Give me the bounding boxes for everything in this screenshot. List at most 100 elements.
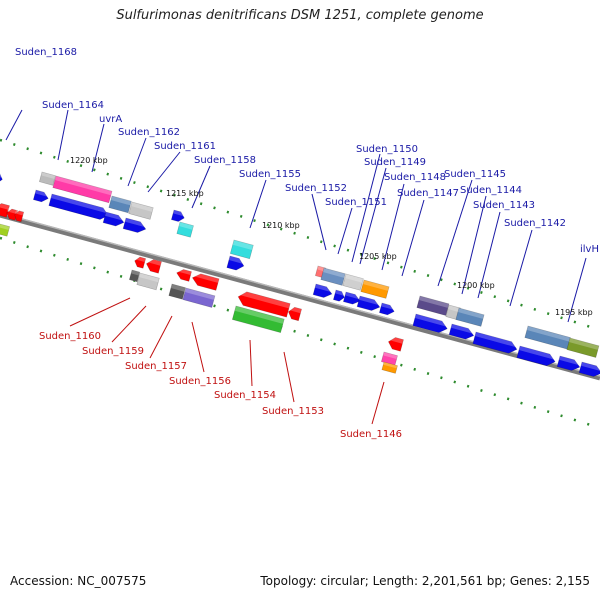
forward-gene-9[interactable] xyxy=(343,291,362,306)
forward-gene-15[interactable] xyxy=(516,345,557,368)
gene-label[interactable]: Suden_1151 xyxy=(325,197,387,208)
gene-label[interactable]: Suden_1150 xyxy=(356,144,418,155)
gene-label[interactable]: Suden_1144 xyxy=(460,185,522,196)
reverse-gene-0[interactable] xyxy=(0,202,10,218)
forward-gene-14[interactable] xyxy=(472,331,519,355)
annotation-block-8[interactable] xyxy=(416,295,450,316)
topology-text: Topology: circular; Length: 2,201,561 bp… xyxy=(260,574,590,588)
annotation-block-0[interactable] xyxy=(39,171,56,186)
leader-line xyxy=(111,305,147,343)
reverse-gene-2[interactable] xyxy=(13,210,25,223)
leader-line xyxy=(91,123,105,173)
gene-label[interactable]: ilvH xyxy=(580,244,599,255)
forward-gene-10[interactable] xyxy=(356,295,382,312)
leader-line xyxy=(147,151,181,193)
gene-label[interactable]: Suden_1146 xyxy=(340,429,402,440)
gene-label[interactable]: Suden_1143 xyxy=(473,200,535,211)
gene-label[interactable]: Suden_1148 xyxy=(384,172,446,183)
leader-line xyxy=(311,193,327,251)
cyan-feature-0[interactable] xyxy=(176,221,194,238)
gene-label[interactable]: Suden_1155 xyxy=(239,169,301,180)
gene-label[interactable]: Suden_1162 xyxy=(118,127,180,138)
top-gene-labels: Suden_1168 Suden_1164 uvrA Suden_1162 Su… xyxy=(15,47,599,255)
kbp-marker: 1200 kbp xyxy=(457,281,495,290)
gene-label[interactable]: Suden_1156 xyxy=(169,376,231,387)
annotation-inner-3[interactable] xyxy=(168,283,186,300)
gene-label[interactable]: Suden_1147 xyxy=(397,188,459,199)
gene-label[interactable]: Suden_1160 xyxy=(39,331,101,342)
forward-gene-0[interactable] xyxy=(0,171,4,184)
kbp-marker: 1205 kbp xyxy=(359,252,397,261)
gene-label[interactable]: Suden_1168 xyxy=(15,47,77,58)
gene-label[interactable]: Suden_1152 xyxy=(285,183,347,194)
gene-label[interactable]: Suden_1161 xyxy=(154,141,216,152)
reverse-gene-9[interactable] xyxy=(387,336,404,352)
annotation-block-10[interactable] xyxy=(455,307,485,327)
gene-label[interactable]: Suden_1145 xyxy=(444,169,506,180)
kbp-markers: 1220 kbp 1215 kbp 1210 kbp 1205 kbp 1200… xyxy=(70,156,593,317)
annotation-block-7[interactable] xyxy=(360,279,390,299)
leader-line xyxy=(5,109,23,141)
gene-label[interactable]: Suden_1154 xyxy=(214,390,276,401)
annotation-inner-5[interactable] xyxy=(231,305,285,333)
leader-line xyxy=(567,257,587,323)
forward-gene-17[interactable] xyxy=(578,361,600,378)
forward-gene-8[interactable] xyxy=(333,289,346,302)
reverse-gene-8[interactable] xyxy=(287,306,302,322)
forward-gene-1[interactable] xyxy=(33,189,50,203)
forward-gene-16[interactable] xyxy=(556,355,582,372)
bottom-gene-labels: Suden_1160 Suden_1159 Suden_1157 Suden_1… xyxy=(39,331,402,440)
leader-line xyxy=(371,381,385,425)
annotation-block-11[interactable] xyxy=(524,325,571,350)
reverse-gene-1[interactable] xyxy=(5,208,19,221)
forward-gene-5[interactable] xyxy=(171,209,186,223)
leader-line xyxy=(381,183,405,271)
gene-label[interactable]: Suden_1153 xyxy=(262,406,324,417)
forward-gene-4[interactable] xyxy=(122,217,148,234)
forward-gene-12[interactable] xyxy=(412,313,449,334)
forward-gene-6[interactable] xyxy=(226,255,246,272)
gene-label[interactable]: Suden_1159 xyxy=(82,346,144,357)
annotation-block-2[interactable] xyxy=(108,195,132,214)
annotation-inner-2[interactable] xyxy=(136,272,160,291)
cyan-feature-1[interactable] xyxy=(229,239,254,260)
gene-label[interactable]: Suden_1157 xyxy=(125,361,187,372)
annotation-block-1[interactable] xyxy=(52,175,113,204)
leader-line xyxy=(57,109,69,161)
gene-label[interactable]: Suden_1142 xyxy=(504,218,566,229)
gene-label[interactable]: uvrA xyxy=(99,114,122,125)
forward-gene-3[interactable] xyxy=(102,211,126,228)
annotation-inner-0[interactable] xyxy=(0,223,11,237)
gene-features xyxy=(0,171,600,378)
gene-label[interactable]: Suden_1149 xyxy=(364,157,426,168)
leader-line xyxy=(191,165,211,209)
reverse-gene-7[interactable] xyxy=(236,290,291,318)
forward-gene-11[interactable] xyxy=(379,302,396,316)
annotation-block-3[interactable] xyxy=(128,201,154,220)
kbp-marker: 1210 kbp xyxy=(262,221,300,230)
annotation-block-12[interactable] xyxy=(566,337,600,358)
forward-gene-7[interactable] xyxy=(312,283,334,299)
annotation-block-5[interactable] xyxy=(320,267,346,286)
gene-label[interactable]: Suden_1158 xyxy=(194,155,256,166)
annotation-inner-1[interactable] xyxy=(129,269,141,283)
reverse-gene-5[interactable] xyxy=(175,268,192,282)
leader-line xyxy=(461,195,487,295)
leader-line xyxy=(191,321,205,373)
gene-label[interactable]: Suden_1164 xyxy=(42,100,104,111)
annotation-block-6[interactable] xyxy=(342,273,364,291)
accession-text: Accession: NC_007575 xyxy=(10,574,147,588)
kbp-marker: 1215 kbp xyxy=(166,189,204,198)
label-leaders xyxy=(5,109,587,425)
annotation-inner-7[interactable] xyxy=(381,361,398,374)
reverse-gene-6[interactable] xyxy=(191,272,220,291)
annotation-inner-4[interactable] xyxy=(182,287,216,308)
kbp-marker: 1195 kbp xyxy=(555,308,593,317)
forward-gene-13[interactable] xyxy=(448,323,476,341)
leader-line xyxy=(401,199,425,277)
forward-gene-2[interactable] xyxy=(48,193,110,221)
reverse-gene-4[interactable] xyxy=(145,258,162,274)
reverse-gene-3[interactable] xyxy=(133,256,147,269)
